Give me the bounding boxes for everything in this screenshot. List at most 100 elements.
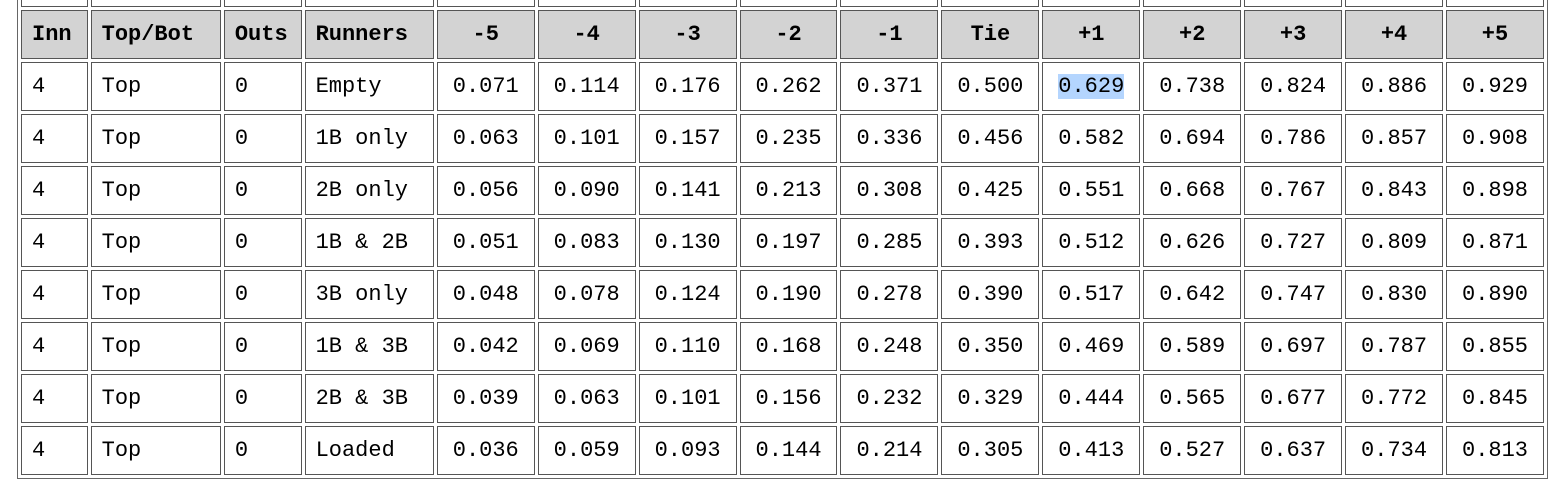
- cell: 4: [21, 270, 88, 319]
- cell: 0: [223, 166, 302, 215]
- cell-text: 0.738: [1159, 74, 1226, 99]
- cell: 0.871: [1446, 218, 1544, 267]
- cell: 0.078: [537, 270, 636, 319]
- cell: 0: [223, 322, 302, 371]
- cell: 0.908: [1446, 114, 1544, 163]
- cell-text: 0.697: [1260, 334, 1327, 359]
- cell-text: 0.248: [856, 334, 923, 359]
- table-row: 4 Top 0 1B & 3B 0.042 0.069 0.110 0.168 0.248 0.3…: [21, 322, 1544, 371]
- cell: 0.048: [436, 270, 535, 319]
- column-header: +4: [1345, 10, 1444, 59]
- cell-text: 0.898: [1462, 178, 1529, 203]
- cell-text: 4: [32, 438, 46, 463]
- cell: 0.308: [840, 166, 939, 215]
- cell: 0.738: [1143, 62, 1242, 111]
- cell-text: 0.734: [1361, 438, 1428, 463]
- cell-text: 0.786: [1260, 126, 1327, 151]
- cell-text: 0.857: [1361, 126, 1428, 151]
- cell-text: 0.871: [1462, 230, 1529, 255]
- cell-text: 0.214: [856, 438, 923, 463]
- cell: 0.787: [1345, 322, 1444, 371]
- cell-stub: [1244, 0, 1343, 7]
- cell-text: 0.456: [957, 126, 1024, 151]
- cell-text: 0.144: [755, 438, 822, 463]
- cell-text: 0.071: [452, 74, 519, 99]
- column-header: +2: [1143, 10, 1242, 59]
- cell-text: 0.232: [856, 386, 923, 411]
- cell-text: 0.642: [1159, 282, 1226, 307]
- cell: 0.213: [739, 166, 838, 215]
- cell-text: 0.767: [1260, 178, 1327, 203]
- cell: 3B only: [304, 270, 434, 319]
- column-header: Runners: [304, 10, 434, 59]
- cell-text: 0.063: [553, 386, 620, 411]
- cell-text: 0.694: [1159, 126, 1226, 151]
- cell-stub: [1042, 0, 1141, 7]
- cell-text: 0.329: [957, 386, 1024, 411]
- table-row: 4 Top 0 2B only 0.056 0.090 0.141 0.213 0.308 0.4…: [21, 166, 1544, 215]
- cell: Top: [90, 322, 221, 371]
- cell: 0.039: [436, 374, 535, 423]
- cell-text: 1B & 3B: [315, 334, 408, 359]
- cell-text: 2B only: [315, 178, 408, 203]
- cell: 0.890: [1446, 270, 1544, 319]
- cell-text: 0.727: [1260, 230, 1327, 255]
- cell: 0.114: [537, 62, 636, 111]
- cell: 4: [21, 426, 88, 475]
- cell-text: 0.845: [1462, 386, 1529, 411]
- cell-text: 0.787: [1361, 334, 1428, 359]
- cell-text: 0.517: [1058, 282, 1125, 307]
- cell: Loaded: [304, 426, 434, 475]
- cell-text: 0.589: [1159, 334, 1226, 359]
- cell-text: 0: [234, 386, 249, 411]
- cell: 0.056: [436, 166, 535, 215]
- cell: 0.042: [436, 322, 535, 371]
- cell-text: 4: [32, 282, 46, 307]
- cell-text: 0.830: [1361, 282, 1428, 307]
- cell: Top: [90, 426, 221, 475]
- cell-stub: [537, 0, 636, 7]
- cell: 0: [223, 62, 302, 111]
- cell: 0.285: [840, 218, 939, 267]
- cell: 0.063: [537, 374, 636, 423]
- column-header: Tie: [941, 10, 1040, 59]
- cell-stub: [223, 0, 302, 7]
- cell: 0.069: [537, 322, 636, 371]
- cell: 0.582: [1042, 114, 1141, 163]
- cell-text: 0.813: [1462, 438, 1529, 463]
- cell: Empty: [304, 62, 434, 111]
- cell: 0.845: [1446, 374, 1544, 423]
- column-header: +3: [1244, 10, 1343, 59]
- cell: 4: [21, 166, 88, 215]
- cell: 0.176: [638, 62, 737, 111]
- cell-text: 0: [234, 334, 249, 359]
- cell: 0.371: [840, 62, 939, 111]
- cell: 0.390: [941, 270, 1040, 319]
- cell-text: 0.093: [654, 438, 721, 463]
- cell-text: 0.156: [755, 386, 822, 411]
- cell: 0.734: [1345, 426, 1444, 475]
- cell: Top: [90, 270, 221, 319]
- column-header: -5: [436, 10, 535, 59]
- cell: 0.235: [739, 114, 838, 163]
- cell: Top: [90, 62, 221, 111]
- cell-text: Top: [101, 126, 142, 151]
- cell-text: 0.190: [755, 282, 822, 307]
- table-row: 4 Top 0 Empty 0.071 0.114 0.176 0.262 0.371 0.500…: [21, 62, 1544, 111]
- cell-text: 0.350: [957, 334, 1024, 359]
- cell-text: 0.063: [452, 126, 519, 151]
- cell-text: 0.083: [553, 230, 620, 255]
- cell-text: 1B & 2B: [315, 230, 408, 255]
- cell: 0.767: [1244, 166, 1343, 215]
- cell-text: 0.393: [957, 230, 1024, 255]
- cell-text: 0.677: [1260, 386, 1327, 411]
- cell-text: 0.069: [553, 334, 620, 359]
- cell: 0.589: [1143, 322, 1242, 371]
- cell: Top: [90, 374, 221, 423]
- cell-stub: [1446, 0, 1544, 7]
- cell-text: 0.039: [452, 386, 519, 411]
- cell: 0.036: [436, 426, 535, 475]
- cell: Top: [90, 166, 221, 215]
- table-row: 4 Top 0 1B only 0.063 0.101 0.157 0.235 0.336 0.4…: [21, 114, 1544, 163]
- cell: 0.456: [941, 114, 1040, 163]
